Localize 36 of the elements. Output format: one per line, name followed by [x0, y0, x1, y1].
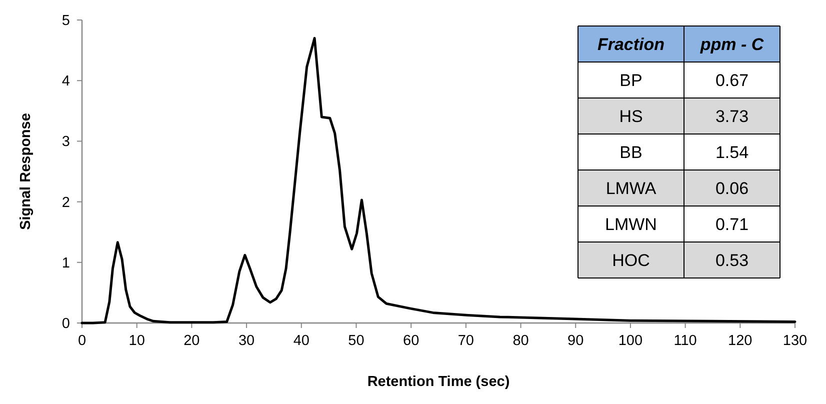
data-label: 0.71: [715, 215, 749, 234]
category-label: BP: [620, 71, 642, 90]
data-label: 0.53: [715, 251, 749, 270]
x-tick-label: 110: [674, 333, 697, 349]
category-label: HS: [619, 107, 643, 126]
y-tick-label: 2: [62, 194, 70, 211]
y-tick-label: 1: [62, 255, 70, 272]
x-tick-label: 30: [238, 333, 255, 349]
x-tick-label: 70: [458, 333, 474, 349]
category-label: HOC: [612, 251, 650, 270]
x-tick-label: 20: [184, 333, 200, 349]
text: Fraction: [597, 35, 665, 54]
text: ppm - C: [699, 35, 764, 54]
x-tick-label: 90: [568, 333, 584, 349]
data-label: 1.54: [715, 143, 749, 162]
x-tick-label: 100: [618, 333, 643, 349]
x-tick-label: 50: [348, 333, 364, 349]
y-tick-label: 0: [62, 316, 70, 332]
x-tick-label: 40: [293, 333, 310, 349]
category-label: LMWN: [605, 215, 657, 234]
category-label: LMWA: [606, 179, 657, 198]
x-tick-label: 0: [78, 333, 86, 349]
category-label: BB: [620, 143, 642, 162]
x-tick-label: 10: [128, 333, 145, 349]
y-tick-label: 3: [62, 134, 70, 150]
data-label: 3.73: [715, 107, 749, 126]
y-axis-title: Signal Response: [18, 113, 34, 230]
x-tick-label: 60: [403, 333, 420, 349]
x-tick-label: 120: [728, 333, 752, 349]
y-tick-label: 5: [62, 13, 70, 29]
data-label: 0.67: [715, 71, 749, 90]
x-tick-label: 80: [512, 333, 529, 349]
data-label: 0.06: [715, 179, 749, 198]
x-axis-title: Retention Time (sec): [367, 374, 510, 390]
y-tick-label: 4: [62, 74, 70, 90]
x-tick-label: 130: [782, 333, 808, 349]
